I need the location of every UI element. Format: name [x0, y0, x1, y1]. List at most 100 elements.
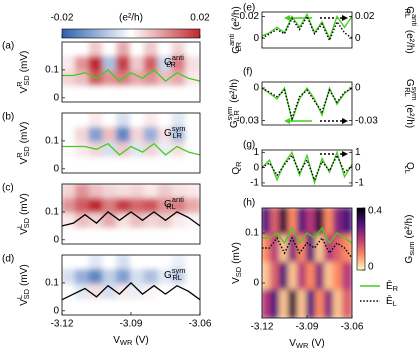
- y-tick-label: -1: [250, 178, 259, 189]
- x-axis-label: VWR (V): [113, 335, 149, 347]
- heatmap-cell: [130, 42, 146, 58]
- heatmap-cell: [116, 127, 132, 144]
- heatmap-cell: [62, 86, 77, 102]
- annotation-part: LR: [166, 60, 176, 69]
- heatmap-cell: [171, 228, 188, 244]
- annotation: Ganti LR: [164, 53, 184, 69]
- y-axis-label-part: LR: [234, 41, 243, 51]
- heatmap-cell: [324, 208, 335, 237]
- y-tick-label: 0: [53, 234, 59, 245]
- panel-label: (f): [243, 67, 252, 78]
- plot-area: [62, 255, 200, 315]
- arrow: [342, 151, 348, 157]
- y2-axis-label-part: (e²/h): [404, 30, 415, 54]
- y2-axis-label: GantiRL (e²/h): [403, 6, 419, 54]
- data-line: [262, 87, 352, 121]
- heatmap-cell: [185, 184, 200, 200]
- annotation-part: G: [164, 199, 172, 210]
- y-tick-label: 0: [253, 83, 259, 94]
- heatmap-cell: [130, 157, 146, 173]
- heatmap-cell: [88, 56, 105, 73]
- y-axis-label-part: (e²/h): [229, 79, 240, 103]
- heatmap-cell: [157, 71, 174, 88]
- legend-label-part: R: [393, 284, 399, 293]
- x-tick-label: -3.12: [251, 322, 274, 333]
- annotation-part: anti: [172, 195, 184, 204]
- y-tick-label: 0.02: [240, 11, 260, 22]
- heatmap-cell: [185, 113, 200, 129]
- data-line: [262, 14, 352, 43]
- heatmap-cell: [157, 127, 174, 144]
- heatmap-cell: [185, 228, 200, 244]
- annotation: Gsym RL: [164, 266, 186, 282]
- heatmap-cell: [157, 269, 174, 286]
- heatmap-cell: [102, 255, 119, 271]
- heatmap-cell: [130, 113, 146, 129]
- y2-axis-label-part: anti: [410, 14, 419, 26]
- heatmap-cell: [88, 255, 105, 271]
- y2-tick-label: 0: [355, 33, 361, 44]
- heatmap-cell: [315, 289, 326, 318]
- y-tick-label: 1: [253, 147, 259, 158]
- colorbar: [61, 28, 201, 39]
- y2-tick-label: 1: [355, 147, 361, 158]
- legend-label-part: Ē: [386, 280, 393, 292]
- annotation-part: G: [164, 128, 172, 139]
- y2-axis-label-part: (e²/h): [404, 104, 415, 128]
- heatmap-cell: [130, 184, 146, 200]
- heatmap-cell: [306, 208, 317, 237]
- heatmap-cell: [74, 284, 91, 301]
- heatmap-cell: [62, 42, 77, 58]
- x-axis-label: VWR (V): [289, 338, 325, 350]
- x-tick-label: -3.09: [120, 319, 143, 330]
- annotation-part: LR: [172, 131, 182, 140]
- heatmap-cell: [297, 234, 308, 264]
- heatmap-cell: [157, 142, 174, 159]
- heatmap-cell: [116, 198, 132, 215]
- y-axis-label: GantiLR (e²/h): [227, 6, 243, 54]
- y-tick-label: 0: [253, 162, 259, 173]
- heatmap: [262, 208, 352, 318]
- heatmap-cell: [157, 228, 174, 244]
- heatmap-cell: [143, 56, 160, 73]
- heatmap-cell: [88, 228, 105, 244]
- heatmap-cell: [74, 142, 91, 159]
- y2-axis-label: GsymRL (e²/h): [403, 79, 419, 128]
- axes-frame: [61, 112, 201, 174]
- annotation-part: sym: [172, 266, 186, 275]
- panel-label: (b): [2, 112, 14, 123]
- heatmap-cell: [185, 56, 200, 73]
- heatmap-cell: [62, 71, 77, 88]
- y-axis-label-part: V: [231, 277, 242, 284]
- heatmap-cell: [88, 127, 105, 144]
- heatmap-cell: [62, 127, 77, 144]
- y-axis-label-part: (mV): [19, 193, 30, 215]
- data-line: [62, 69, 200, 82]
- y2-axis-label-part: sym: [410, 87, 419, 101]
- heatmap-cell: [88, 184, 105, 200]
- heatmap-cell: [171, 269, 188, 286]
- plot-area: [62, 184, 200, 244]
- y-tick-label: 0.1: [45, 207, 59, 218]
- heatmap-cell: [130, 299, 146, 315]
- heatmap-cell: [342, 234, 352, 264]
- heatmap-cell: [297, 262, 308, 292]
- heatmap-cell: [143, 113, 160, 129]
- y2-tick-label: 0: [355, 162, 361, 173]
- heatmap-cell: [262, 262, 272, 292]
- heatmap-cell: [74, 127, 91, 144]
- heatmap-cell: [306, 289, 317, 318]
- heatmap-cell: [102, 42, 119, 58]
- heatmap-cell: [130, 127, 146, 144]
- plot-area: [62, 113, 200, 173]
- heatmap-cell: [288, 208, 299, 237]
- heatmap-cell: [171, 86, 188, 102]
- plot-area: [62, 42, 200, 102]
- y2-tick-label: -0.03: [355, 115, 378, 126]
- annotation: Ganti RL: [164, 195, 184, 211]
- heatmap-cell: [102, 157, 119, 173]
- y-axis-label-part: V: [19, 157, 30, 164]
- heatmap-cell: [171, 142, 188, 159]
- heatmap-cell: [116, 56, 132, 73]
- data-line: [62, 142, 200, 156]
